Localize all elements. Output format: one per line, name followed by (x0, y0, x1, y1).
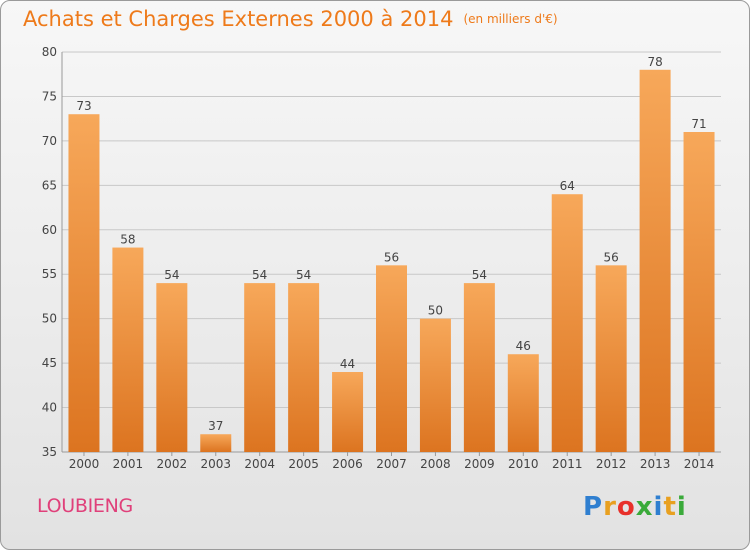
x-tick-label: 2009 (464, 457, 495, 471)
bar-2010 (507, 354, 539, 452)
bar-2014 (683, 132, 715, 452)
logo-letter: t (663, 492, 677, 522)
bar-2006 (332, 372, 364, 452)
data-label: 54 (472, 268, 487, 282)
y-tick-label: 55 (42, 267, 57, 281)
y-tick-label: 65 (42, 178, 57, 192)
data-label: 73 (76, 99, 91, 113)
data-labels: 73 58 54 37 54 54 44 56 50 54 46 64 56 78 71 (76, 55, 706, 433)
x-tick-label: 2014 (684, 457, 715, 471)
logo-letter: x (635, 492, 654, 522)
chart-title: Achats et Charges Externes 2000 à 2014 (e… (23, 7, 558, 31)
data-label: 44 (340, 357, 355, 371)
data-label: 46 (516, 339, 531, 353)
bar-2000 (68, 114, 100, 452)
logo-letter: o (616, 492, 636, 522)
x-tick-label: 2000 (69, 457, 100, 471)
y-tick-label: 35 (42, 445, 57, 459)
x-tick-label: 2011 (552, 457, 583, 471)
bar-2003 (200, 434, 232, 452)
y-tick-label: 45 (42, 356, 57, 370)
y-tick-labels: 35 40 45 50 55 60 65 70 75 80 (42, 45, 57, 459)
bar-2001 (112, 247, 144, 452)
x-tick-label: 2006 (332, 457, 363, 471)
y-tick-label: 60 (42, 223, 57, 237)
x-tick-label: 2010 (508, 457, 539, 471)
x-tick-label: 2002 (157, 457, 188, 471)
x-tick-label: 2005 (288, 457, 319, 471)
data-label: 37 (208, 419, 223, 433)
bar-2009 (463, 283, 495, 452)
x-tick-labels: 2000 2001 2002 2003 2004 2005 2006 2007 2008 2009… (69, 452, 715, 471)
x-tick-label: 2008 (420, 457, 451, 471)
data-label: 78 (647, 55, 662, 69)
x-tick-label: 2007 (376, 457, 407, 471)
data-label: 64 (560, 179, 575, 193)
data-label: 54 (252, 268, 267, 282)
x-tick-label: 2004 (244, 457, 275, 471)
y-tick-label: 40 (42, 401, 57, 415)
bar-2013 (639, 69, 671, 453)
bar-2002 (156, 283, 188, 452)
bar-2004 (244, 283, 276, 452)
data-label: 56 (384, 250, 399, 264)
logo-letter: i (653, 492, 664, 522)
data-label: 58 (120, 233, 135, 247)
x-tick-label: 2001 (113, 457, 144, 471)
data-label: 71 (691, 117, 706, 131)
logo-letter: i (676, 492, 687, 522)
bar-2008 (419, 318, 451, 452)
proxiti-logo[interactable]: Proxiti (583, 492, 687, 522)
logo-letter: P (583, 492, 604, 522)
y-tick-label: 50 (42, 312, 57, 326)
bar-2007 (376, 265, 407, 452)
bars (68, 69, 715, 453)
chart-unit: (en milliers d'€) (463, 12, 558, 26)
x-tick-label: 2012 (596, 457, 627, 471)
data-label: 54 (164, 268, 179, 282)
bar-2011 (551, 194, 583, 452)
data-label: 56 (604, 250, 619, 264)
y-tick-label: 75 (42, 89, 57, 103)
logo-letter: r (603, 492, 617, 522)
commune-name: LOUBIENG (37, 495, 133, 517)
x-tick-label: 2003 (200, 457, 231, 471)
chart-title-text: Achats et Charges Externes 2000 à 2014 (23, 7, 454, 31)
bar-2012 (595, 265, 627, 452)
data-label: 54 (296, 268, 311, 282)
data-label: 50 (428, 304, 443, 318)
bar-2005 (288, 283, 320, 452)
y-tick-label: 80 (42, 45, 57, 59)
x-tick-label: 2013 (640, 457, 671, 471)
y-tick-label: 70 (42, 134, 57, 148)
